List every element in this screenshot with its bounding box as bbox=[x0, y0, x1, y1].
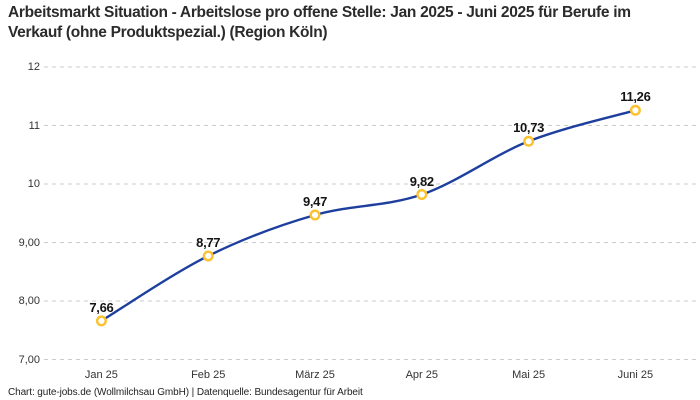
x-tick-label: März 25 bbox=[295, 369, 335, 381]
y-tick-label: 8,00 bbox=[18, 295, 40, 307]
data-line bbox=[100, 109, 636, 322]
x-tick-label: Juni 25 bbox=[617, 369, 654, 381]
x-tick-label: Jan 25 bbox=[84, 369, 118, 381]
data-point-label: 10,73 bbox=[513, 120, 545, 136]
chart-title: Arbeitsmarkt Situation - Arbeitslose pro… bbox=[8, 4, 631, 41]
y-tick-label: 7,00 bbox=[18, 353, 40, 366]
data-point-label: 7,66 bbox=[89, 299, 114, 315]
x-tick-label: Feb 25 bbox=[191, 369, 226, 381]
data-point-marker bbox=[95, 315, 107, 327]
data-point-marker bbox=[309, 209, 321, 221]
x-tick-label: Apr 25 bbox=[405, 369, 439, 381]
data-point-marker bbox=[629, 104, 641, 116]
data-point-label: 11,26 bbox=[620, 89, 651, 105]
data-point-label: 9,47 bbox=[302, 194, 328, 209]
data-point-marker bbox=[202, 250, 214, 262]
data-point-label: 9,82 bbox=[409, 173, 434, 189]
data-point-marker bbox=[523, 135, 535, 147]
y-tick-label: 11 bbox=[28, 119, 40, 132]
y-tick-label: 12 bbox=[27, 61, 40, 73]
data-point-marker bbox=[416, 189, 428, 201]
y-tick-label: 9,00 bbox=[18, 236, 40, 249]
chart-attribution: Chart: gute-jobs.de (Wollmilchsau GmbH) … bbox=[8, 387, 363, 398]
y-tick-label: 10 bbox=[27, 178, 40, 190]
x-tick-label: Mai 25 bbox=[512, 369, 546, 381]
data-point-label: 8,77 bbox=[196, 234, 221, 250]
